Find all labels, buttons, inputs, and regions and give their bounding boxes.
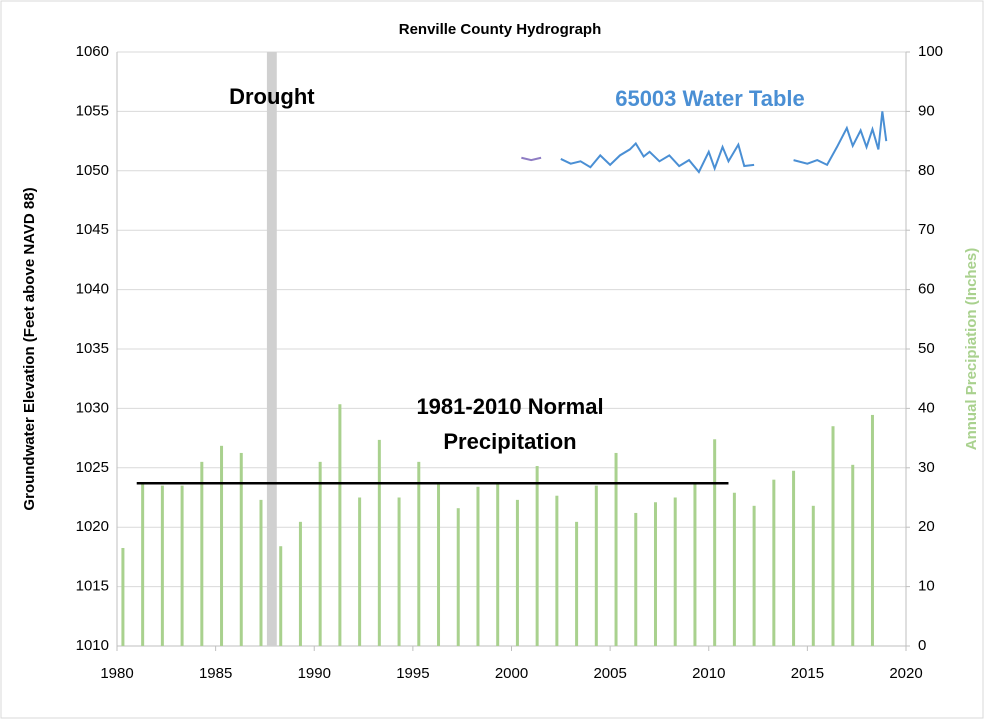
y2-tick-label: 80	[918, 162, 935, 179]
line-label: Precipitation	[443, 429, 576, 454]
x-tick-label: 1985	[199, 665, 232, 682]
x-tick-label: 2010	[692, 665, 725, 682]
precip-bar	[318, 461, 322, 646]
series-label: 65003 Water Table	[615, 86, 805, 111]
precip-bar	[358, 497, 362, 646]
precip-bar	[614, 452, 618, 646]
y2-tick-label: 100	[918, 43, 943, 60]
y-axis-title: Groundwater Elevation (Feet above NAVD 8…	[21, 187, 38, 510]
precip-bar	[496, 483, 500, 646]
precip-bar	[417, 461, 421, 646]
x-tick-label: 2000	[495, 665, 528, 682]
precip-bar	[141, 483, 145, 646]
y-tick-label: 1060	[76, 43, 109, 60]
precip-bar	[555, 495, 559, 646]
band-label: Drought	[229, 84, 315, 109]
chart-title: Renville County Hydrograph	[399, 21, 602, 38]
precip-bar	[338, 404, 342, 646]
precip-bar	[456, 508, 460, 646]
drought-band	[266, 52, 277, 646]
precip-bar	[673, 497, 677, 646]
y-tick-label: 1025	[76, 459, 109, 476]
x-tick-label: 2020	[889, 665, 922, 682]
y2-tick-label: 40	[918, 399, 935, 416]
precip-bar	[259, 499, 263, 646]
y-tick-label: 1030	[76, 399, 109, 416]
precip-bar	[476, 486, 480, 646]
x-tick-label: 2015	[791, 665, 824, 682]
precip-bar	[752, 505, 756, 646]
precip-bar	[693, 483, 697, 646]
y-tick-label: 1015	[76, 578, 109, 595]
precip-bar	[594, 485, 598, 646]
y-tick-label: 1050	[76, 162, 109, 179]
precip-bar	[220, 445, 224, 646]
precip-bar	[377, 439, 381, 646]
x-tick-label: 1995	[396, 665, 429, 682]
precip-bar	[772, 479, 776, 646]
precip-bar	[200, 461, 204, 646]
y-tick-label: 1040	[76, 281, 109, 298]
precip-bar	[515, 499, 519, 646]
y-tick-label: 1010	[76, 637, 109, 654]
precip-bar	[851, 464, 855, 646]
precip-bar	[575, 521, 579, 646]
precip-bar	[634, 512, 638, 646]
x-tick-label: 1990	[298, 665, 331, 682]
y2-axis-title: Annual Precipiation (Inches)	[963, 248, 980, 451]
precip-bar	[397, 497, 401, 646]
line-label: 1981-2010 Normal	[416, 394, 603, 419]
precip-bar	[831, 426, 835, 646]
y-tick-label: 1045	[76, 221, 109, 238]
line	[560, 111, 888, 174]
precip-bar	[160, 485, 164, 646]
y2-tick-label: 60	[918, 281, 935, 298]
y2-tick-label: 20	[918, 518, 935, 535]
y-tick-label: 1055	[76, 102, 109, 119]
line	[521, 156, 542, 162]
x-tick-label: 2005	[593, 665, 626, 682]
precip-bar	[792, 470, 796, 646]
precip-bar	[653, 502, 657, 646]
precip-bar	[180, 485, 184, 646]
y2-tick-label: 30	[918, 459, 935, 476]
y2-tick-label: 90	[918, 102, 935, 119]
y-tick-label: 1035	[76, 340, 109, 357]
y2-tick-label: 10	[918, 578, 935, 595]
y-tick-label: 1020	[76, 518, 109, 535]
y2-tick-label: 70	[918, 221, 935, 238]
x-tick-label: 1980	[100, 665, 133, 682]
precip-bar	[732, 492, 736, 646]
precip-bar	[298, 521, 302, 646]
precip-bar	[437, 482, 441, 646]
precip-bar	[535, 466, 539, 646]
precip-bar	[811, 505, 815, 646]
precip-bar	[121, 547, 125, 646]
y2-tick-label: 0	[918, 637, 926, 654]
y2-tick-label: 50	[918, 340, 935, 357]
precip-bar	[279, 546, 283, 646]
precip-bar	[239, 452, 243, 646]
precip-bar	[713, 439, 717, 646]
precip-bar	[870, 414, 874, 646]
